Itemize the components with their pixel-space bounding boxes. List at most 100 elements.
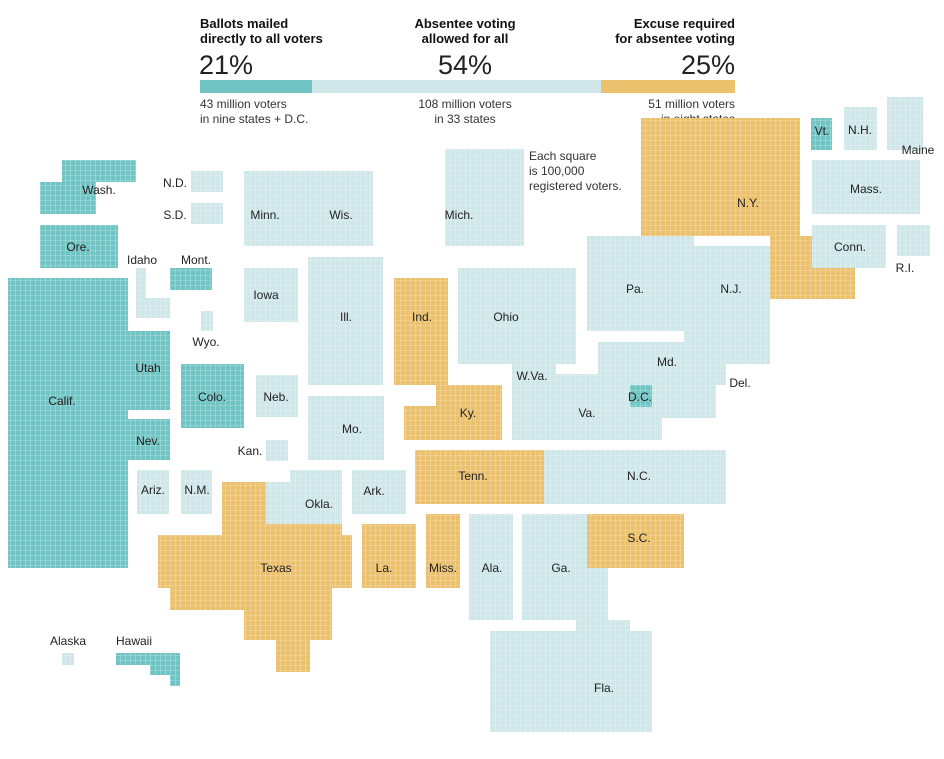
mailed-detail-line1: 43 million voters (200, 97, 287, 111)
mailed-detail-line2: in nine states + D.C. (200, 112, 309, 126)
state-texas-grid (158, 535, 352, 588)
state-wis (308, 171, 373, 246)
state-neb (256, 375, 298, 417)
state-wash-grid (62, 160, 136, 182)
state-conn (812, 225, 886, 268)
state-label-mont: Mont. (181, 253, 211, 267)
state-idaho-grid (136, 268, 146, 318)
allowed-heading: Absentee voting allowed for all (380, 16, 550, 46)
state-sd-grid (191, 203, 223, 224)
mailed-detail: 43 million voters in nine states + D.C. (200, 97, 308, 127)
excuse-detail-line1: 51 million voters (648, 97, 735, 111)
state-calif (8, 278, 128, 568)
state-okla-grid (290, 470, 342, 482)
state-minn (244, 171, 308, 246)
state-idaho (136, 268, 170, 318)
state-label-pa: Pa. (626, 282, 644, 296)
state-tenn-grid (415, 450, 544, 504)
state-tenn (415, 450, 544, 504)
state-wash (40, 160, 136, 214)
state-conn-grid (812, 225, 886, 268)
state-label-texas: Texas (260, 561, 291, 575)
state-label-ariz: Ariz. (141, 483, 165, 497)
state-utah-grid (127, 331, 170, 410)
allowed-heading-line1: Absentee voting (414, 16, 516, 31)
state-label-ny: N.Y. (737, 196, 759, 210)
state-ariz (137, 470, 169, 514)
state-mich (445, 149, 524, 246)
mailed-heading-line2: directly to all voters (200, 31, 323, 46)
excuse-heading-line2: for absentee voting (615, 31, 735, 46)
state-wva-grid (512, 364, 556, 385)
state-alaska-grid (62, 653, 74, 665)
state-calif-grid (8, 278, 128, 568)
state-ky-grid (404, 406, 502, 440)
state-label-ala: Ala. (482, 561, 503, 575)
state-hawaii-grid (170, 675, 180, 686)
state-nh-grid (844, 107, 877, 150)
state-label-sc: S.C. (627, 531, 650, 545)
allowed-detail-line2: in 33 states (434, 112, 496, 126)
state-miss (426, 514, 460, 588)
state-label-nc: N.C. (627, 469, 651, 483)
state-texas-grid (266, 524, 342, 535)
state-ill-grid (308, 257, 383, 385)
state-ohio-grid (458, 268, 576, 364)
state-label-nev: Nev. (136, 434, 160, 448)
state-label-la: La. (376, 561, 393, 575)
state-ala-grid (469, 514, 513, 620)
state-label-ind: Ind. (412, 310, 432, 324)
state-ohio (458, 268, 576, 364)
state-pa-grid (587, 236, 694, 331)
state-label-wash: Wash. (82, 183, 116, 197)
excuse-percent: 25% (680, 50, 735, 80)
state-texas-grid (222, 482, 266, 535)
allowed-detail-line1: 108 million voters (418, 97, 512, 111)
state-nc-grid (544, 450, 726, 504)
state-label-md: Md. (657, 355, 677, 369)
state-maine (887, 97, 923, 150)
state-vt (811, 118, 832, 150)
state-mont (170, 268, 212, 290)
state-label-ga: Ga. (551, 561, 570, 575)
state-alaska (62, 653, 74, 665)
state-label-nj: N.J. (720, 282, 741, 296)
state-label-nm: N.M. (184, 483, 209, 497)
state-nd-grid (191, 171, 223, 192)
state-label-wva: W.Va. (516, 369, 547, 383)
square-note-line3: registered voters. (529, 179, 622, 193)
state-sc-grid (587, 514, 684, 568)
state-wash-grid (40, 182, 96, 214)
state-nm (181, 470, 212, 514)
state-label-wyo: Wyo. (192, 335, 219, 349)
state-la (362, 524, 416, 588)
state-texas-grid (244, 610, 332, 640)
state-okla-grid (266, 482, 342, 524)
state-sd (191, 203, 223, 224)
state-texas (158, 482, 352, 672)
state-colo-grid (181, 364, 244, 428)
state-fla-grid (490, 631, 652, 732)
state-wva (512, 364, 556, 385)
state-label-nd: N.D. (163, 176, 187, 190)
state-ill (308, 257, 383, 385)
state-label-ore: Ore. (66, 240, 89, 254)
square-note: Each square is 100,000 registered voters… (513, 149, 622, 194)
state-neb-grid (256, 375, 298, 417)
square-note-line2: is 100,000 (529, 164, 585, 178)
state-kan (266, 440, 288, 461)
state-nev-grid (127, 419, 170, 460)
state-label-calif: Calif. (48, 394, 75, 408)
state-ind-grid (394, 278, 448, 385)
state-label-dc: D.C. (628, 390, 652, 404)
mailed-heading-line1: Ballots mailed (200, 16, 289, 31)
allowed-detail: 108 million voters in 33 states (380, 97, 550, 127)
state-maine-grid (887, 97, 923, 150)
state-nd (191, 171, 223, 192)
state-ny (641, 118, 855, 299)
state-texas-grid (170, 588, 332, 610)
state-label-colo: Colo. (198, 390, 226, 404)
state-label-iowa: Iowa (253, 288, 279, 302)
state-label-okla: Okla. (305, 497, 333, 511)
